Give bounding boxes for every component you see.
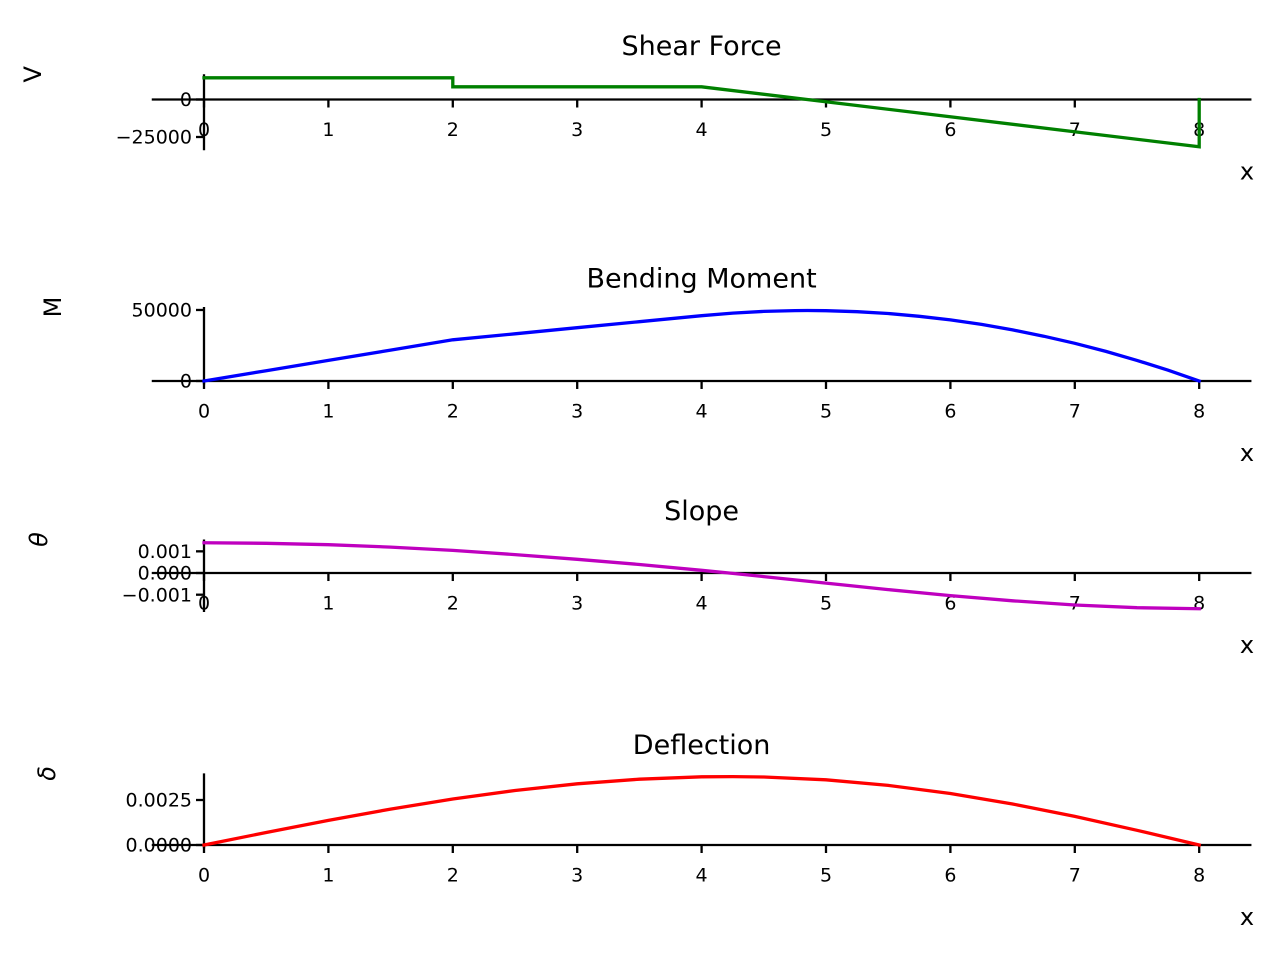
x-tick-label: 5 bbox=[820, 119, 832, 141]
y-axis-label: δ bbox=[33, 766, 61, 781]
x-tick-label: 3 bbox=[571, 865, 583, 887]
subplot-title: Slope bbox=[664, 496, 739, 527]
x-tick-label: 8 bbox=[1193, 401, 1205, 423]
curve-bending-moment bbox=[202, 308, 1202, 384]
x-tick-label: 4 bbox=[696, 119, 708, 141]
y-tick-label: 0 bbox=[180, 371, 192, 393]
curve-deflection bbox=[202, 774, 1202, 847]
y-tick-label: −0.001 bbox=[122, 584, 192, 606]
x-tick-label: 4 bbox=[696, 865, 708, 887]
subplot-title: Deflection bbox=[633, 730, 771, 761]
x-tick-label: 3 bbox=[571, 593, 583, 615]
x-tick-label: 6 bbox=[944, 593, 956, 615]
x-tick-label: 2 bbox=[447, 865, 459, 887]
x-axis-label: x bbox=[1240, 631, 1254, 659]
subplot-title: Bending Moment bbox=[587, 264, 817, 295]
curve-slope bbox=[202, 541, 1201, 611]
x-tick-label: 0 bbox=[198, 401, 210, 423]
x-tick-label: 2 bbox=[447, 401, 459, 423]
x-tick-label: 5 bbox=[820, 401, 832, 423]
subplot-title: Shear Force bbox=[622, 31, 782, 62]
x-tick-label: 1 bbox=[322, 401, 334, 423]
y-axis-label: M bbox=[39, 297, 67, 318]
y-tick-label: −25000 bbox=[116, 127, 192, 149]
x-tick-label: 5 bbox=[820, 865, 832, 887]
x-tick-label: 0 bbox=[198, 593, 210, 615]
y-axis-label: θ bbox=[25, 532, 53, 547]
x-tick-label: 8 bbox=[1193, 593, 1205, 615]
x-tick-label: 5 bbox=[820, 593, 832, 615]
x-tick-label: 8 bbox=[1193, 865, 1205, 887]
y-axis-label: V bbox=[19, 66, 47, 83]
y-tick-label: 0.0000 bbox=[126, 835, 192, 857]
x-tick-label: 6 bbox=[944, 865, 956, 887]
x-tick-label: 4 bbox=[696, 593, 708, 615]
x-tick-label: 6 bbox=[944, 401, 956, 423]
x-tick-label: 0 bbox=[198, 865, 210, 887]
y-tick-label: 0 bbox=[180, 89, 192, 111]
subplot-deflection: 0 1 2 3 4 5 6 7 8 0.0025 0.0000 Deflection x δ bbox=[33, 730, 1254, 931]
y-tick-label: 0.001 bbox=[138, 541, 192, 563]
x-tick-label: 2 bbox=[447, 593, 459, 615]
x-tick-label: 1 bbox=[322, 865, 334, 887]
x-tick-label: 4 bbox=[696, 401, 708, 423]
x-axis-label: x bbox=[1240, 439, 1254, 467]
x-tick-label: 7 bbox=[1069, 401, 1081, 423]
y-tick-label: 0.000 bbox=[138, 563, 192, 585]
subplot-bending-moment: 0 1 2 3 4 5 6 7 8 50000 0 Bending Moment x M bbox=[39, 264, 1254, 467]
x-axis-label: x bbox=[1240, 158, 1254, 186]
x-tick-label: 2 bbox=[447, 119, 459, 141]
x-tick-label: 3 bbox=[571, 401, 583, 423]
y-tick-label: 50000 bbox=[132, 300, 192, 322]
x-axis-label: x bbox=[1240, 903, 1254, 931]
x-tick-label: 0 bbox=[198, 119, 210, 141]
x-tick-label: 7 bbox=[1069, 865, 1081, 887]
x-tick-label: 6 bbox=[944, 119, 956, 141]
x-tick-label: 1 bbox=[322, 593, 334, 615]
x-tick-label: 3 bbox=[571, 119, 583, 141]
y-tick-label: 0.0025 bbox=[126, 790, 192, 812]
x-tick-label: 1 bbox=[322, 119, 334, 141]
curve-shear-force bbox=[202, 76, 1201, 149]
